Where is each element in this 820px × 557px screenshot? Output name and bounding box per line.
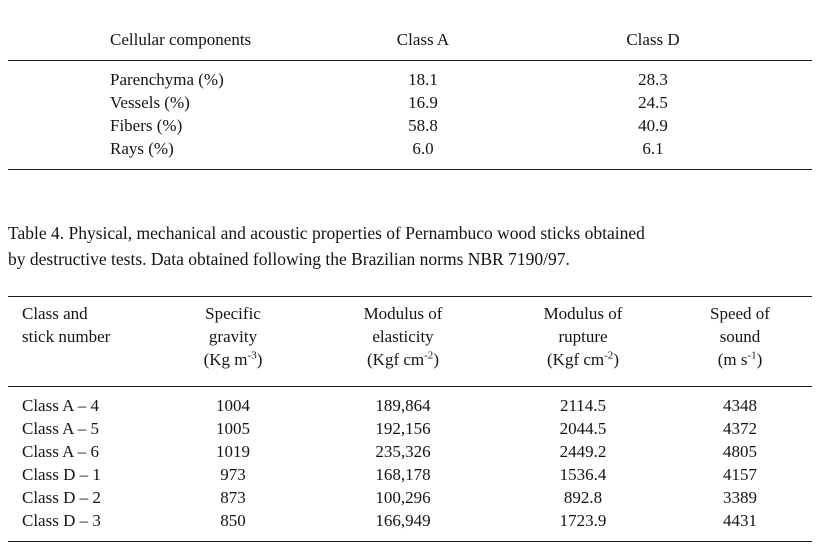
col-header-speed-of-sound: Speed of sound (m s-1): [668, 297, 812, 387]
document-page: Cellular components Class A Class D Pare…: [8, 28, 812, 542]
rupture-value: 2449.2: [559, 442, 607, 461]
header-line: sound: [719, 327, 761, 346]
component-label: Rays (%): [110, 139, 174, 158]
header-unit: (Kg m-3): [158, 348, 308, 371]
component-label: Fibers (%): [110, 116, 183, 135]
gravity-value: 873: [220, 488, 246, 507]
elasticity-value: 100,296: [375, 488, 431, 507]
component-label: Vessels (%): [110, 93, 190, 112]
table-row: Class D – 1 973 168,178 1536.4 4157: [8, 463, 812, 486]
col-header-cellular-components: Cellular components: [110, 30, 252, 49]
table-row: Parenchyma (%) 18.1 28.3: [8, 61, 812, 92]
rupture-value: 2114.5: [559, 396, 607, 415]
stick-label: Class A – 6: [22, 442, 99, 461]
unit-text: (Kg m: [203, 350, 248, 369]
unit-text: ): [433, 350, 439, 369]
table-row: Class A – 4 1004 189,864 2114.5 4348: [8, 387, 812, 418]
class-d-value: 28.3: [638, 70, 668, 89]
header-line: rupture: [558, 327, 608, 346]
header-line: Specific: [205, 304, 261, 323]
gravity-value: 1019: [216, 442, 250, 461]
unit-text: ): [256, 350, 263, 369]
stick-label: Class A – 4: [22, 396, 99, 415]
header-line: gravity: [208, 327, 258, 346]
unit-text: ): [613, 350, 619, 369]
header-line: stick number: [22, 327, 111, 346]
col-header-class-stick: Class and stick number: [8, 297, 158, 387]
table-row: Vessels (%) 16.9 24.5: [8, 91, 812, 114]
caption-line-1: Table 4. Physical, mechanical and acoust…: [8, 223, 645, 243]
col-header-modulus-elasticity: Modulus of elasticity (Kgf cm-2): [308, 297, 498, 387]
table-row: Class A – 5 1005 192,156 2044.5 4372: [8, 417, 812, 440]
sound-value: 4431: [723, 511, 757, 530]
header-row: Class and stick number Specific gravity …: [8, 297, 812, 387]
unit-text: (Kgf cm: [547, 350, 605, 369]
sound-value: 4372: [723, 419, 757, 438]
table-row: Class D – 3 850 166,949 1723.9 4431: [8, 509, 812, 542]
col-header-class-a: Class A: [396, 30, 450, 49]
sound-value: 4348: [723, 396, 757, 415]
unit-text: (m s: [717, 350, 748, 369]
gravity-value: 1004: [216, 396, 250, 415]
header-unit: (Kgf cm-2): [308, 348, 498, 371]
gravity-value: 850: [220, 511, 246, 530]
unit-exponent: -3: [247, 349, 257, 362]
sound-value: 3389: [723, 488, 757, 507]
class-a-value: 18.1: [408, 70, 438, 89]
unit-exponent: -2: [424, 349, 434, 362]
component-label: Parenchyma (%): [110, 70, 224, 89]
sound-value: 4157: [723, 465, 757, 484]
table-row: Fibers (%) 58.8 40.9: [8, 114, 812, 137]
class-a-value: 6.0: [412, 139, 434, 158]
class-d-value: 40.9: [638, 116, 668, 135]
rupture-value: 2044.5: [559, 419, 607, 438]
header-line: Class and: [22, 304, 88, 323]
stick-label: Class D – 3: [22, 511, 101, 530]
class-d-value: 6.1: [642, 139, 664, 158]
header-line: Speed of: [710, 304, 770, 323]
sound-value: 4805: [723, 442, 757, 461]
class-a-value: 16.9: [408, 93, 438, 112]
gravity-value: 973: [220, 465, 246, 484]
header-line: elasticity: [372, 327, 434, 346]
table-row: Rays (%) 6.0 6.1: [8, 137, 812, 170]
header-line: Modulus of: [543, 304, 623, 323]
stick-label: Class D – 2: [22, 488, 101, 507]
elasticity-value: 189,864: [375, 396, 431, 415]
caption-line-2: by destructive tests. Data obtained foll…: [8, 249, 570, 269]
stick-label: Class D – 1: [22, 465, 101, 484]
header-row: Cellular components Class A Class D: [8, 28, 812, 61]
unit-text: (Kgf cm: [367, 350, 425, 369]
table-row: Class D – 2 873 100,296 892.8 3389: [8, 486, 812, 509]
stick-label: Class A – 5: [22, 419, 99, 438]
col-header-class-d: Class D: [626, 30, 680, 49]
header-line: Modulus of: [363, 304, 443, 323]
rupture-value: 1536.4: [559, 465, 607, 484]
col-header-modulus-rupture: Modulus of rupture (Kgf cm-2): [498, 297, 668, 387]
unit-text: ): [756, 350, 763, 369]
elasticity-value: 168,178: [375, 465, 431, 484]
header-unit: (Kgf cm-2): [498, 348, 668, 371]
elasticity-value: 235,326: [375, 442, 431, 461]
header-unit: (m s-1): [668, 348, 812, 371]
properties-table: Class and stick number Specific gravity …: [8, 296, 812, 542]
class-d-value: 24.5: [638, 93, 668, 112]
class-a-value: 58.8: [408, 116, 438, 135]
cellular-components-table: Cellular components Class A Class D Pare…: [8, 28, 812, 170]
table-row: Class A – 6 1019 235,326 2449.2 4805: [8, 440, 812, 463]
unit-exponent: -1: [747, 349, 757, 362]
elasticity-value: 192,156: [375, 419, 431, 438]
rupture-value: 892.8: [563, 488, 603, 507]
table-caption: Table 4. Physical, mechanical and acoust…: [8, 220, 812, 272]
rupture-value: 1723.9: [559, 511, 607, 530]
gravity-value: 1005: [216, 419, 250, 438]
elasticity-value: 166,949: [375, 511, 431, 530]
col-header-specific-gravity: Specific gravity (Kg m-3): [158, 297, 308, 387]
unit-exponent: -2: [604, 349, 614, 362]
